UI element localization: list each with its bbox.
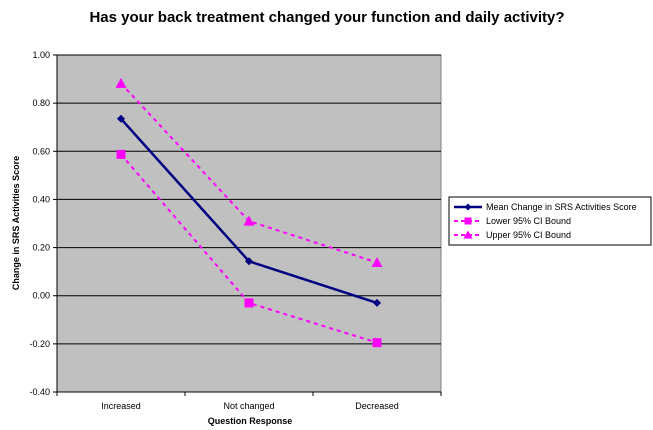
data-point bbox=[373, 298, 381, 307]
legend-box bbox=[448, 196, 652, 246]
y-tick-label: 0.40 bbox=[32, 194, 50, 204]
x-tick-label: Decreased bbox=[355, 401, 399, 411]
data-point bbox=[117, 114, 125, 123]
data-point bbox=[243, 215, 255, 226]
y-tick-label: -0.20 bbox=[29, 339, 50, 349]
y-tick-labels: -0.40 -0.20 0.00 0.20 0.40 0.60 0.80 1.00 bbox=[29, 50, 50, 397]
legend-label: Mean Change in SRS Activities Score bbox=[486, 202, 637, 212]
legend-label: Lower 95% CI Bound bbox=[486, 216, 571, 226]
y-tick-label: -0.40 bbox=[29, 387, 50, 397]
data-point bbox=[464, 203, 472, 211]
legend-label: Upper 95% CI Bound bbox=[486, 230, 571, 240]
x-tick-label: Increased bbox=[101, 401, 141, 411]
data-point bbox=[116, 149, 126, 159]
x-tick-labels: Increased Not changed Decreased bbox=[101, 401, 399, 411]
data-point bbox=[463, 230, 473, 239]
series-markers bbox=[115, 77, 383, 348]
y-tick-label: 0.00 bbox=[32, 291, 50, 301]
data-point bbox=[371, 256, 383, 267]
x-axis-label: Question Response bbox=[208, 416, 293, 426]
y-tick-label: 0.20 bbox=[32, 243, 50, 253]
data-point bbox=[464, 217, 472, 225]
y-tick-label: 0.60 bbox=[32, 146, 50, 156]
x-tick-label: Not changed bbox=[223, 401, 274, 411]
legend: Mean Change in SRS Activities Score Lower… bbox=[448, 196, 652, 246]
data-point bbox=[245, 257, 253, 266]
plot-area bbox=[53, 54, 442, 396]
y-tick-label: 0.80 bbox=[32, 98, 50, 108]
chart-title: Has your back treatment changed your fun… bbox=[89, 9, 564, 26]
data-point bbox=[244, 298, 254, 308]
y-tick-label: 1.00 bbox=[32, 50, 50, 60]
data-point bbox=[115, 77, 127, 88]
series-line bbox=[120, 153, 378, 344]
y-axis-label: Change in SRS Activities Score bbox=[11, 156, 21, 290]
data-point bbox=[372, 338, 382, 348]
axes bbox=[53, 54, 442, 396]
